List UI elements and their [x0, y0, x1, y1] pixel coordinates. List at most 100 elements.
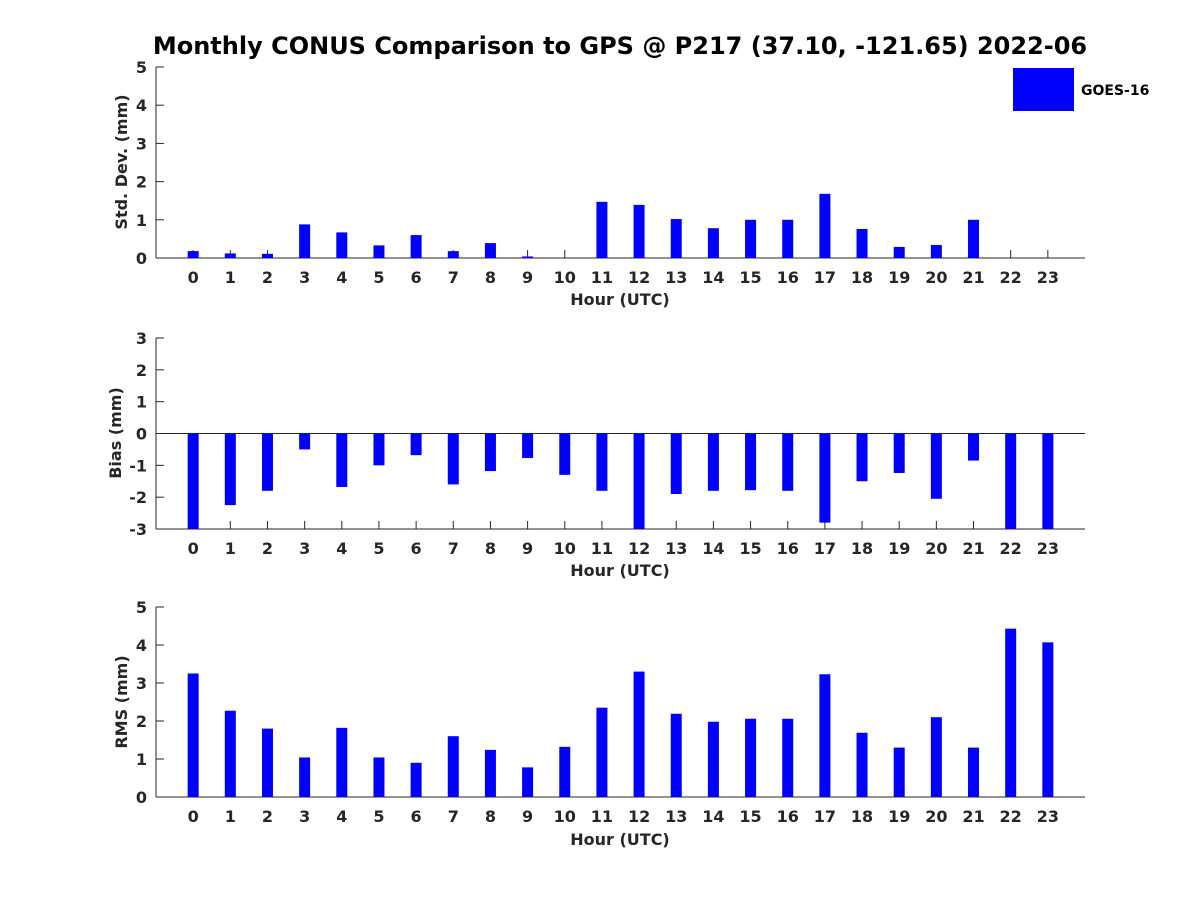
bar-std-5	[373, 245, 385, 258]
y-axis-label-rms: RMS (mm)	[112, 655, 131, 748]
x-tick-label-bias-18: 18	[851, 539, 873, 558]
y-tick-label-bias-3: 3	[136, 329, 147, 348]
bar-bias-7	[447, 433, 459, 485]
x-tick-label-std-23: 23	[1037, 268, 1059, 287]
legend-swatch-goes16	[1013, 68, 1074, 111]
x-tick-label-std-11: 11	[591, 268, 613, 287]
x-tick-label-std-16: 16	[777, 268, 799, 287]
bar-bias-11	[596, 433, 608, 491]
bar-rms-6	[410, 762, 422, 797]
chart-legend: GOES-16	[1013, 68, 1149, 111]
bar-std-15	[745, 219, 757, 258]
x-tick-label-rms-11: 11	[591, 807, 613, 826]
x-tick-label-std-22: 22	[1000, 268, 1022, 287]
bar-bias-18	[856, 433, 868, 482]
y-tick-label-bias--1: -1	[129, 456, 147, 475]
bar-rms-4	[336, 727, 348, 797]
x-tick-label-rms-22: 22	[1000, 807, 1022, 826]
x-tick-label-std-15: 15	[739, 268, 761, 287]
bar-rms-9	[522, 767, 534, 797]
bar-std-4	[336, 232, 348, 258]
y-tick-label-std-0: 0	[136, 249, 147, 268]
x-tick-label-bias-12: 12	[628, 539, 650, 558]
bar-std-0	[187, 251, 199, 258]
x-tick-label-bias-2: 2	[262, 539, 273, 558]
bar-std-16	[782, 219, 794, 258]
x-tick-label-bias-6: 6	[411, 539, 422, 558]
y-tick-label-bias-1: 1	[136, 393, 147, 412]
bar-rms-15	[745, 718, 757, 797]
x-tick-label-bias-14: 14	[702, 539, 724, 558]
y-axis-label-std-dev: Std. Dev. (mm)	[112, 94, 131, 229]
x-tick-label-rms-1: 1	[225, 807, 236, 826]
x-tick-label-bias-17: 17	[814, 539, 836, 558]
x-tick-label-rms-23: 23	[1037, 807, 1059, 826]
x-tick-label-std-9: 9	[522, 268, 533, 287]
bar-rms-3	[299, 757, 311, 797]
y-tick-label-bias-2: 2	[136, 361, 147, 380]
x-tick-label-std-6: 6	[411, 268, 422, 287]
bar-bias-8	[484, 433, 496, 472]
x-tick-label-rms-4: 4	[336, 807, 347, 826]
x-tick-label-std-1: 1	[225, 268, 236, 287]
x-tick-label-rms-8: 8	[485, 807, 496, 826]
y-tick-label-std-3: 3	[136, 134, 147, 153]
bar-rms-8	[484, 749, 496, 797]
y-tick-label-bias-0: 0	[136, 425, 147, 444]
x-tick-label-rms-21: 21	[962, 807, 984, 826]
y-tick-label-std-2: 2	[136, 173, 147, 192]
bar-bias-14	[707, 433, 719, 491]
y-axis-label-bias: Bias (mm)	[106, 387, 125, 479]
x-tick-label-bias-23: 23	[1037, 539, 1059, 558]
bar-bias-5	[373, 433, 385, 466]
bar-bias-4	[336, 433, 348, 487]
y-tick-label-rms-2: 2	[136, 712, 147, 731]
x-tick-label-rms-18: 18	[851, 807, 873, 826]
x-tick-label-rms-17: 17	[814, 807, 836, 826]
x-tick-label-rms-10: 10	[554, 807, 576, 826]
x-tick-label-rms-3: 3	[299, 807, 310, 826]
y-tick-label-rms-0: 0	[136, 788, 147, 807]
x-axis-label-bias: Hour (UTC)	[570, 561, 670, 580]
bar-rms-22	[1005, 628, 1017, 797]
bar-std-12	[633, 204, 645, 258]
x-tick-label-rms-9: 9	[522, 807, 533, 826]
x-tick-label-std-14: 14	[702, 268, 724, 287]
bar-rms-5	[373, 757, 385, 797]
x-tick-label-rms-13: 13	[665, 807, 687, 826]
bar-std-20	[930, 245, 942, 258]
y-tick-label-std-4: 4	[136, 96, 147, 115]
bar-rms-0	[187, 673, 199, 797]
x-tick-label-std-7: 7	[448, 268, 459, 287]
x-tick-label-rms-15: 15	[739, 807, 761, 826]
bar-bias-1	[224, 433, 236, 506]
bar-std-17	[819, 193, 831, 258]
y-tick-label-rms-5: 5	[136, 598, 147, 617]
bar-rms-2	[261, 728, 273, 797]
x-tick-label-rms-2: 2	[262, 807, 273, 826]
x-tick-label-bias-3: 3	[299, 539, 310, 558]
bar-bias-3	[299, 433, 311, 450]
x-tick-label-bias-10: 10	[554, 539, 576, 558]
x-tick-label-rms-0: 0	[188, 807, 199, 826]
bar-bias-10	[559, 433, 571, 475]
y-tick-label-rms-3: 3	[136, 674, 147, 693]
x-tick-label-bias-0: 0	[188, 539, 199, 558]
bar-rms-7	[447, 736, 459, 797]
bar-rms-13	[670, 713, 682, 797]
bar-std-8	[484, 243, 496, 258]
y-tick-label-std-5: 5	[136, 58, 147, 77]
chart-title: Monthly CONUS Comparison to GPS @ P217 (…	[153, 32, 1087, 60]
bar-std-18	[856, 228, 868, 258]
bar-rms-10	[559, 746, 571, 797]
x-tick-label-bias-1: 1	[225, 539, 236, 558]
x-tick-label-bias-11: 11	[591, 539, 613, 558]
x-tick-label-std-10: 10	[554, 268, 576, 287]
x-tick-label-rms-5: 5	[373, 807, 384, 826]
x-tick-label-bias-5: 5	[373, 539, 384, 558]
bar-rms-20	[930, 717, 942, 797]
